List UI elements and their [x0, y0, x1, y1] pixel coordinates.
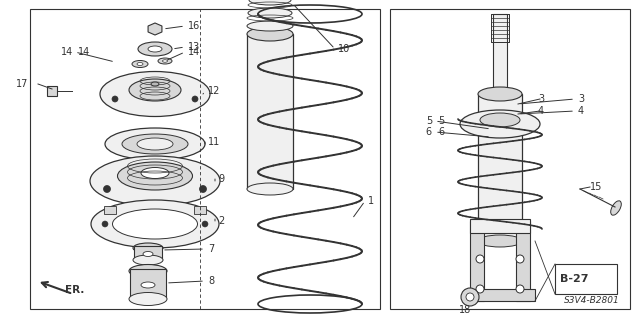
Text: 6: 6	[438, 127, 444, 137]
Text: 5: 5	[426, 116, 432, 126]
Bar	[104, 206, 116, 214]
Bar	[493, 14, 507, 144]
Ellipse shape	[247, 27, 293, 41]
Text: 18: 18	[459, 305, 471, 315]
Ellipse shape	[141, 167, 169, 179]
Ellipse shape	[118, 162, 193, 190]
Ellipse shape	[248, 8, 292, 18]
Ellipse shape	[133, 243, 163, 253]
Bar	[470, 221, 484, 301]
Ellipse shape	[611, 201, 621, 215]
Ellipse shape	[138, 42, 172, 56]
Circle shape	[104, 186, 111, 192]
Polygon shape	[148, 23, 162, 35]
Ellipse shape	[151, 82, 159, 86]
Bar	[47, 86, 57, 96]
Ellipse shape	[129, 79, 181, 101]
Text: 7: 7	[208, 244, 214, 254]
Text: 5: 5	[438, 116, 444, 126]
Text: 17: 17	[15, 79, 28, 89]
Circle shape	[476, 285, 484, 293]
Bar	[247, 34, 293, 189]
Ellipse shape	[91, 200, 219, 248]
Circle shape	[516, 285, 524, 293]
Ellipse shape	[460, 110, 540, 138]
Bar	[465, 289, 535, 301]
Text: 14: 14	[188, 47, 200, 57]
Text: 16: 16	[188, 21, 200, 31]
Text: 4: 4	[538, 106, 544, 116]
Bar	[516, 221, 530, 301]
Text: 1: 1	[368, 196, 374, 206]
Text: B-27: B-27	[560, 274, 589, 284]
Circle shape	[466, 293, 474, 301]
Ellipse shape	[129, 264, 167, 278]
Text: 10: 10	[338, 44, 350, 54]
Ellipse shape	[158, 58, 172, 64]
Circle shape	[516, 255, 524, 263]
Ellipse shape	[105, 128, 205, 160]
Text: 3: 3	[538, 94, 544, 104]
Ellipse shape	[90, 156, 220, 206]
Text: 4: 4	[578, 106, 584, 116]
Text: 12: 12	[208, 86, 220, 96]
Text: 8: 8	[208, 276, 214, 286]
Text: 3: 3	[578, 94, 584, 104]
Text: 13: 13	[188, 42, 200, 52]
Bar	[130, 269, 166, 299]
Ellipse shape	[137, 63, 143, 65]
Ellipse shape	[163, 60, 168, 62]
Circle shape	[202, 221, 208, 227]
Bar	[470, 219, 530, 233]
Text: 14: 14	[61, 47, 73, 57]
Text: 14: 14	[78, 47, 90, 57]
Circle shape	[112, 96, 118, 102]
Text: 9: 9	[218, 174, 224, 184]
Ellipse shape	[132, 61, 148, 68]
Ellipse shape	[478, 235, 522, 247]
Ellipse shape	[148, 46, 162, 52]
Text: 2: 2	[218, 216, 224, 226]
Ellipse shape	[143, 251, 153, 256]
Bar	[478, 94, 522, 241]
Text: 6: 6	[426, 127, 432, 137]
Circle shape	[476, 255, 484, 263]
Bar	[194, 206, 206, 214]
Circle shape	[461, 288, 479, 306]
Bar	[491, 14, 509, 42]
Ellipse shape	[247, 183, 293, 195]
Ellipse shape	[100, 71, 210, 116]
Text: 15: 15	[590, 182, 602, 192]
Bar	[390, 9, 630, 309]
Ellipse shape	[141, 282, 155, 288]
Circle shape	[192, 96, 198, 102]
Circle shape	[102, 221, 108, 227]
Ellipse shape	[478, 87, 522, 101]
Ellipse shape	[122, 134, 188, 154]
Text: 11: 11	[208, 137, 220, 147]
Circle shape	[200, 186, 207, 192]
Text: FR.: FR.	[65, 285, 84, 295]
Bar	[555, 264, 617, 294]
Ellipse shape	[249, 0, 291, 5]
Ellipse shape	[113, 209, 198, 239]
Ellipse shape	[133, 255, 163, 265]
Ellipse shape	[137, 138, 173, 150]
Ellipse shape	[247, 21, 293, 31]
Bar	[30, 9, 380, 309]
Ellipse shape	[480, 113, 520, 127]
Bar	[134, 246, 162, 260]
Text: S3V4-B2801: S3V4-B2801	[564, 296, 620, 305]
Ellipse shape	[129, 293, 167, 306]
